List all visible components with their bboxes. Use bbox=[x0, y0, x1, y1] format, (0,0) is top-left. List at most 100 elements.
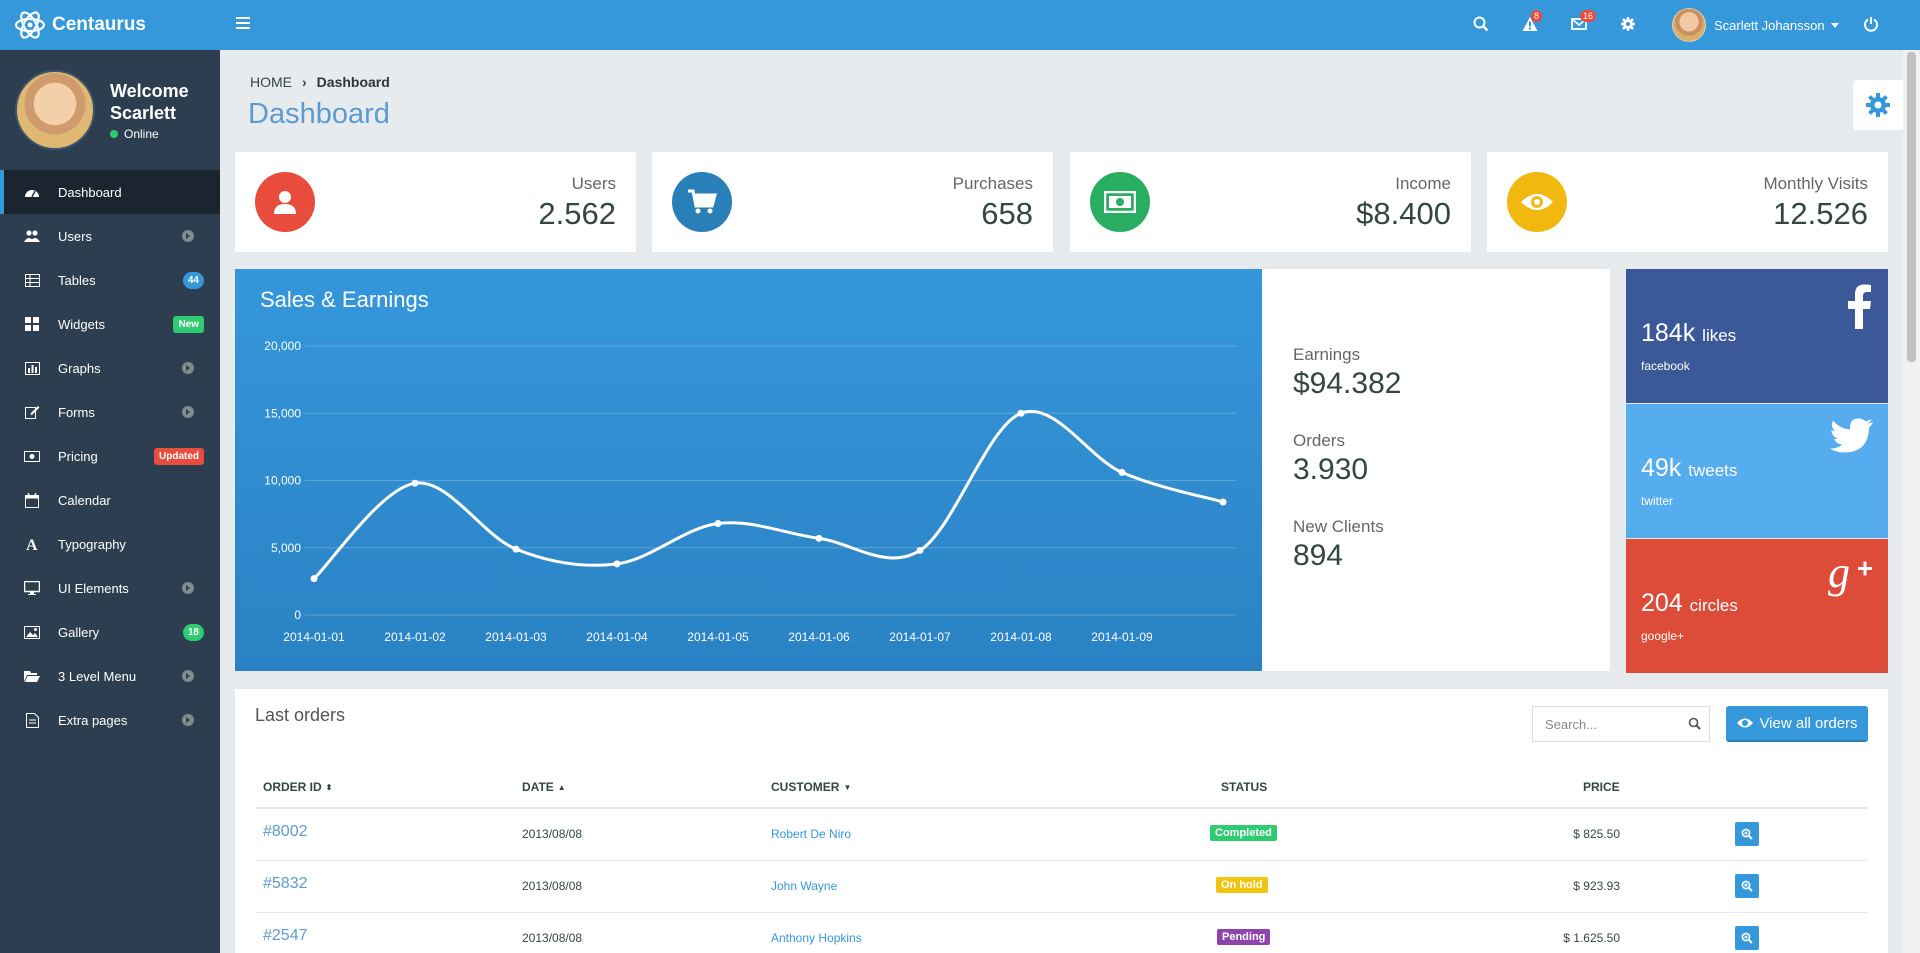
sidebar-item-widgets[interactable]: Widgets New bbox=[0, 302, 220, 346]
search-icon[interactable] bbox=[1473, 16, 1491, 34]
chevron-right-icon bbox=[182, 406, 194, 418]
breadcrumb: HOME › Dashboard bbox=[250, 74, 390, 90]
welcome-name: Scarlett bbox=[110, 102, 177, 123]
theme-settings-button[interactable] bbox=[1853, 80, 1903, 130]
data-point bbox=[815, 534, 823, 542]
facebook-tile[interactable]: 184k likes facebook bbox=[1626, 269, 1888, 403]
order-id-link[interactable]: #2547 bbox=[263, 927, 308, 944]
x-tick-label: 2014-01-01 bbox=[283, 630, 345, 644]
sidebar-item-forms[interactable]: Forms bbox=[0, 390, 220, 434]
chart-title: Sales & Earnings bbox=[260, 287, 429, 312]
twitter-tweets: 49k tweets bbox=[1641, 454, 1738, 482]
atom-logo-icon bbox=[14, 11, 46, 39]
sidebar-item-label: UI Elements bbox=[58, 580, 129, 596]
column-header-date[interactable]: DATE ▲ bbox=[522, 780, 566, 794]
caret-down-icon bbox=[1830, 22, 1839, 28]
x-tick-label: 2014-01-05 bbox=[687, 630, 749, 644]
sidebar-item-extra-pages[interactable]: Extra pages bbox=[0, 698, 220, 742]
breadcrumb-home-link[interactable]: HOME bbox=[250, 74, 292, 90]
profile-avatar[interactable] bbox=[15, 70, 95, 150]
column-header-status[interactable]: STATUS bbox=[1221, 780, 1268, 794]
column-header-customer[interactable]: CUSTOMER ▼ bbox=[771, 780, 852, 794]
online-status: Online bbox=[110, 127, 189, 141]
order-id-link[interactable]: #5832 bbox=[263, 875, 308, 892]
power-off-icon[interactable] bbox=[1863, 16, 1881, 34]
sidebar-item-label: Dashboard bbox=[58, 184, 122, 200]
top-navbar: Centaurus 8 16 Scarlett Johansson bbox=[0, 0, 1920, 50]
facebook-label: facebook bbox=[1641, 359, 1690, 373]
data-point bbox=[916, 546, 924, 554]
svg-text:A: A bbox=[26, 537, 38, 551]
sidebar-item-tables[interactable]: Tables 44 bbox=[0, 258, 220, 302]
sales-earnings-chart: Sales & Earnings 20,000 15,000 10,000 5,000… bbox=[235, 269, 1262, 671]
menu-toggle-button[interactable] bbox=[236, 17, 250, 31]
zoom-in-icon[interactable] bbox=[1735, 926, 1759, 950]
stat-label: Users bbox=[571, 174, 616, 193]
twitter-tile[interactable]: 49k tweets twitter bbox=[1626, 404, 1888, 538]
stat-card-income: Income $8.400 bbox=[1070, 152, 1471, 252]
earnings-value: $94.382 bbox=[1293, 367, 1402, 400]
edit-icon bbox=[24, 404, 40, 420]
sidebar-item-3-level-menu[interactable]: 3 Level Menu bbox=[0, 654, 220, 698]
facebook-likes: 184k likes bbox=[1641, 319, 1737, 347]
column-header-price[interactable]: PRICE bbox=[1583, 780, 1620, 794]
svg-text:g: g bbox=[1828, 553, 1850, 597]
stat-card-purchases: Purchases 658 bbox=[652, 152, 1053, 252]
search-icon[interactable] bbox=[1688, 717, 1701, 730]
x-tick-label: 2014-01-03 bbox=[485, 630, 547, 644]
user-menu-dropdown[interactable]: Scarlett Johansson bbox=[1672, 8, 1839, 42]
zoom-in-icon[interactable] bbox=[1735, 874, 1759, 898]
picture-icon bbox=[24, 624, 40, 640]
settings-gear-icon[interactable] bbox=[1620, 16, 1638, 34]
order-id-link[interactable]: #8002 bbox=[263, 823, 308, 840]
sales-series-line bbox=[312, 409, 1224, 580]
data-point bbox=[1118, 468, 1126, 476]
data-point bbox=[1219, 498, 1227, 506]
gallery-count-badge: 18 bbox=[182, 624, 204, 641]
view-all-orders-button[interactable]: View all orders bbox=[1726, 706, 1868, 742]
sidebar-item-graphs[interactable]: Graphs bbox=[0, 346, 220, 390]
sidebar-item-calendar[interactable]: Calendar bbox=[0, 478, 220, 522]
table-icon bbox=[24, 272, 40, 288]
stat-label: Purchases bbox=[952, 174, 1033, 193]
scrollbar-thumb[interactable] bbox=[1907, 52, 1916, 362]
sidebar-item-typography[interactable]: A Typography bbox=[0, 522, 220, 566]
alerts-button[interactable]: 8 bbox=[1522, 10, 1543, 34]
sidebar: Welcome Scarlett Online Dashboard Users … bbox=[0, 50, 220, 953]
new-clients-label: New Clients bbox=[1293, 517, 1384, 536]
google-plus-label: google+ bbox=[1641, 629, 1685, 643]
avatar bbox=[1672, 8, 1706, 42]
customer-link[interactable]: John Wayne bbox=[771, 879, 838, 893]
sidebar-item-label: Tables bbox=[58, 272, 96, 288]
customer-link[interactable]: Anthony Hopkins bbox=[771, 931, 862, 945]
sidebar-item-gallery[interactable]: Gallery 18 bbox=[0, 610, 220, 654]
table-row: #5832 2013/08/08 John Wayne On hold $ 92… bbox=[255, 861, 1868, 913]
sidebar-item-label: Forms bbox=[58, 404, 95, 420]
orders-search-input[interactable]: Search... bbox=[1532, 706, 1710, 742]
column-header-order-id[interactable]: ORDER ID ⬍ bbox=[263, 780, 333, 794]
google-circles: 204 circles bbox=[1641, 589, 1738, 617]
google-plus-tile[interactable]: g 204 circles google+ bbox=[1626, 539, 1888, 673]
customer-link[interactable]: Robert De Niro bbox=[771, 827, 852, 841]
page-scrollbar[interactable] bbox=[1903, 50, 1920, 953]
brand-logo[interactable]: Centaurus bbox=[14, 0, 146, 50]
google-plus-icon: g bbox=[1828, 553, 1872, 597]
widgets-grid-icon bbox=[24, 316, 40, 332]
y-tick-label: 10,000 bbox=[264, 474, 301, 488]
sidebar-item-ui-elements[interactable]: UI Elements bbox=[0, 566, 220, 610]
y-tick-label: 15,000 bbox=[264, 406, 301, 420]
sidebar-item-pricing[interactable]: Pricing Updated bbox=[0, 434, 220, 478]
x-tick-label: 2014-01-04 bbox=[586, 630, 648, 644]
new-badge: New bbox=[173, 316, 204, 333]
messages-badge: 16 bbox=[1580, 10, 1597, 22]
data-point bbox=[714, 520, 722, 528]
data-point bbox=[613, 560, 621, 568]
shopping-cart-icon bbox=[672, 172, 732, 232]
zoom-in-icon[interactable] bbox=[1735, 822, 1759, 846]
order-date: 2013/08/08 bbox=[522, 931, 583, 945]
status-badge: On hold bbox=[1216, 877, 1268, 893]
sidebar-item-users[interactable]: Users bbox=[0, 214, 220, 258]
stat-value: 2.562 bbox=[538, 196, 616, 231]
messages-button[interactable]: 16 bbox=[1571, 10, 1597, 34]
sidebar-item-dashboard[interactable]: Dashboard bbox=[0, 170, 220, 214]
